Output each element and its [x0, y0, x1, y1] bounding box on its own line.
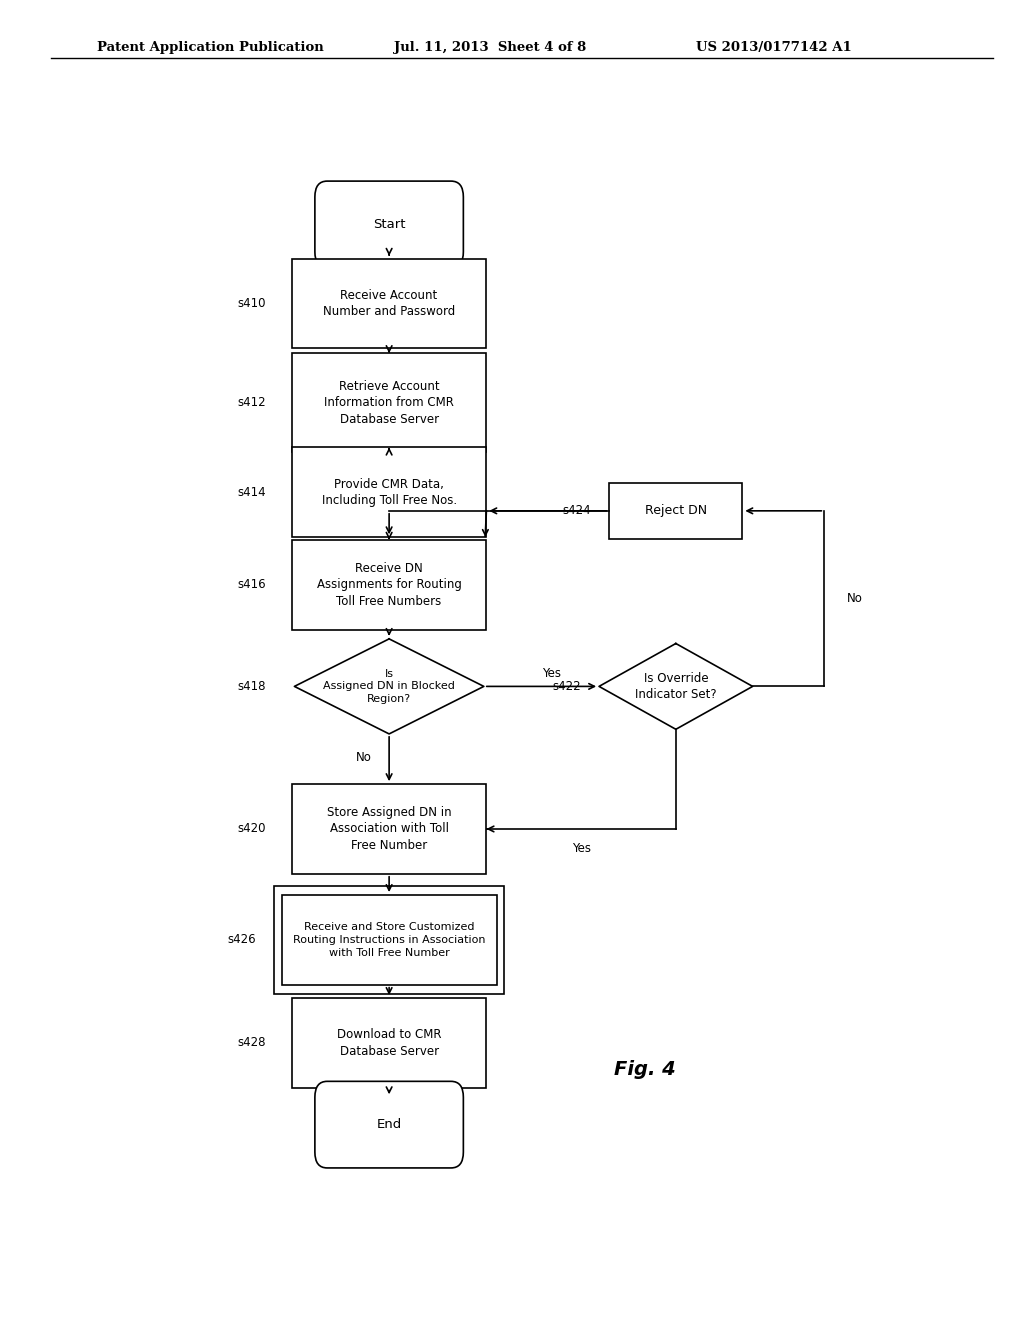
Text: US 2013/0177142 A1: US 2013/0177142 A1: [696, 41, 852, 54]
Text: Retrieve Account
Information from CMR
Database Server: Retrieve Account Information from CMR Da…: [325, 380, 454, 425]
Text: Provide CMR Data,
Including Toll Free Nos.: Provide CMR Data, Including Toll Free No…: [322, 478, 457, 507]
Text: Store Assigned DN in
Association with Toll
Free Number: Store Assigned DN in Association with To…: [327, 807, 452, 851]
FancyBboxPatch shape: [292, 540, 486, 630]
Text: s424: s424: [562, 504, 591, 517]
FancyBboxPatch shape: [315, 1081, 463, 1168]
Text: Is Override
Indicator Set?: Is Override Indicator Set?: [635, 672, 717, 701]
FancyBboxPatch shape: [609, 483, 742, 539]
Text: Fig. 4: Fig. 4: [614, 1060, 676, 1078]
Text: Receive Account
Number and Password: Receive Account Number and Password: [323, 289, 456, 318]
FancyBboxPatch shape: [315, 181, 463, 268]
Text: Jul. 11, 2013  Sheet 4 of 8: Jul. 11, 2013 Sheet 4 of 8: [394, 41, 587, 54]
FancyBboxPatch shape: [292, 998, 486, 1088]
Text: No: No: [847, 593, 863, 605]
Text: Start: Start: [373, 218, 406, 231]
Text: s416: s416: [238, 578, 266, 591]
Text: Receive DN
Assignments for Routing
Toll Free Numbers: Receive DN Assignments for Routing Toll …: [316, 562, 462, 607]
Text: Yes: Yes: [542, 667, 561, 680]
Text: Reject DN: Reject DN: [645, 504, 707, 517]
Polygon shape: [295, 639, 484, 734]
FancyBboxPatch shape: [292, 784, 486, 874]
Text: Yes: Yes: [571, 842, 591, 855]
Text: No: No: [355, 751, 372, 764]
Polygon shape: [599, 644, 753, 729]
FancyBboxPatch shape: [292, 447, 486, 537]
Text: s410: s410: [238, 297, 266, 310]
Text: Download to CMR
Database Server: Download to CMR Database Server: [337, 1028, 441, 1057]
FancyBboxPatch shape: [292, 354, 486, 451]
Text: Is
Assigned DN in Blocked
Region?: Is Assigned DN in Blocked Region?: [324, 669, 455, 704]
FancyBboxPatch shape: [292, 259, 486, 348]
Text: Receive and Store Customized
Routing Instructions in Association
with Toll Free : Receive and Store Customized Routing Ins…: [293, 923, 485, 957]
Text: End: End: [377, 1118, 401, 1131]
Text: s418: s418: [238, 680, 266, 693]
Text: s422: s422: [552, 680, 581, 693]
FancyBboxPatch shape: [282, 895, 497, 985]
Text: s414: s414: [238, 486, 266, 499]
Text: s426: s426: [227, 933, 256, 946]
Text: Patent Application Publication: Patent Application Publication: [97, 41, 324, 54]
Text: s412: s412: [238, 396, 266, 409]
Text: s428: s428: [238, 1036, 266, 1049]
Text: s420: s420: [238, 822, 266, 836]
